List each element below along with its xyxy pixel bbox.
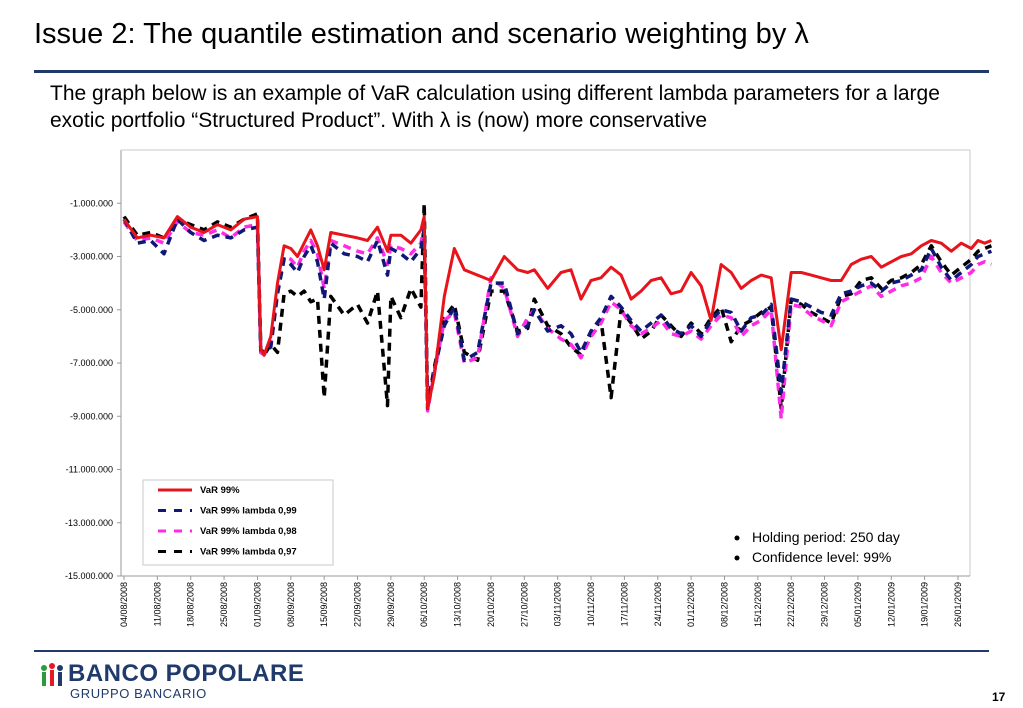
x-tick-label: 11/08/2008 <box>152 582 162 626</box>
y-tick-label: -5.000.000 <box>70 305 113 315</box>
y-tick-label: -11.000.000 <box>66 465 113 475</box>
page-number: 17 <box>992 690 1006 704</box>
legend-label: VaR 99% lambda 0,99 <box>200 506 297 517</box>
x-tick-label: 08/09/2008 <box>286 582 296 627</box>
x-tick-label: 27/10/2008 <box>519 582 529 627</box>
y-tick-label: -15.000.000 <box>65 571 113 581</box>
legend-label: VaR 99% <box>200 485 240 496</box>
x-tick-label: 01/12/2008 <box>686 582 696 627</box>
bullet-dot <box>734 535 740 541</box>
series-line-lambda-098 <box>122 220 993 421</box>
y-tick-label: -1.000.000 <box>70 198 113 208</box>
slide-subtitle: The graph below is an example of VaR cal… <box>50 82 940 132</box>
x-tick-label: 12/01/2009 <box>886 582 896 627</box>
chart-series <box>122 201 993 421</box>
x-tick-label: 20/10/2008 <box>486 582 496 627</box>
legend-label: VaR 99% lambda 0,98 <box>200 526 297 537</box>
title-divider <box>34 70 989 73</box>
logo-figures-icon <box>41 663 63 686</box>
x-tick-label: 05/01/2009 <box>853 582 863 627</box>
x-tick-label: 06/10/2008 <box>419 582 429 627</box>
x-tick-label: 29/09/2008 <box>386 582 396 627</box>
x-tick-label: 25/08/2008 <box>219 582 229 627</box>
y-tick-label: -13.000.000 <box>65 518 113 528</box>
note-text: Holding period: 250 day <box>752 529 900 545</box>
x-tick-label: 08/12/2008 <box>719 582 729 627</box>
var-lambda-chart: -1.000.000 -3.000.000 -5.000.000 -7.000.000… <box>65 149 993 627</box>
x-tick-label: 04/08/2008 <box>119 582 129 627</box>
x-tick-label: 13/10/2008 <box>453 582 463 627</box>
series-line-lambda-097 <box>122 201 993 411</box>
x-axis-ticks: 04/08/2008 11/08/2008 18/08/2008 25/08/2008… <box>119 576 963 627</box>
x-tick-label: 24/11/2008 <box>653 582 663 626</box>
y-tick-label: -9.000.000 <box>70 411 113 421</box>
logo-group: GRUPPO BANCARIO <box>70 686 207 701</box>
banco-popolare-logo: BANCO POPOLARE GRUPPO BANCARIO <box>38 658 328 704</box>
chart-notes: Holding period: 250 day Confidence level:… <box>734 529 900 565</box>
logo-brand: BANCO POPOLARE <box>68 660 305 687</box>
series-line-var-99 <box>122 215 992 410</box>
note-text: Confidence level: 99% <box>752 549 891 565</box>
legend-label: VaR 99% lambda 0,97 <box>200 547 297 558</box>
y-tick-label: -7.000.000 <box>70 358 113 368</box>
x-tick-label: 10/11/2008 <box>586 582 596 626</box>
x-tick-label: 26/01/2009 <box>953 582 963 627</box>
x-tick-label: 15/12/2008 <box>753 582 763 627</box>
x-tick-label: 18/08/2008 <box>186 582 196 627</box>
x-tick-label: 19/01/2009 <box>920 582 930 627</box>
x-tick-label: 03/11/2008 <box>553 582 563 626</box>
y-tick-label: -3.000.000 <box>70 252 113 262</box>
x-tick-label: 22/12/2008 <box>786 582 796 627</box>
footer-divider <box>34 650 989 652</box>
slide-title: Issue 2: The quantile estimation and sce… <box>34 18 809 50</box>
y-axis-ticks: -1.000.000 -3.000.000 -5.000.000 -7.000.000… <box>65 198 121 581</box>
x-tick-label: 17/11/2008 <box>619 582 629 626</box>
bullet-dot <box>734 555 740 561</box>
chart-legend: VaR 99% VaR 99% lambda 0,99 VaR 99% lambda… <box>142 479 334 566</box>
x-tick-label: 29/12/2008 <box>820 582 830 627</box>
x-tick-label: 22/09/2008 <box>353 582 363 627</box>
x-tick-label: 15/09/2008 <box>319 582 329 627</box>
x-tick-label: 01/09/2008 <box>252 582 262 627</box>
series-line-lambda-099 <box>122 217 993 411</box>
